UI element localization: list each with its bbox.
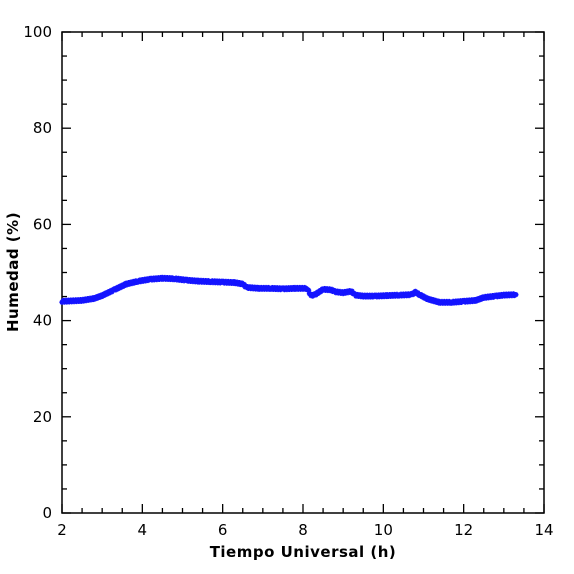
x-tick-label: 2 [57, 521, 67, 539]
y-tick-label: 0 [42, 504, 52, 522]
plot-frame [61, 31, 545, 514]
y-tick-label: 100 [23, 23, 52, 41]
data-point [513, 292, 519, 298]
x-tick-label: 4 [138, 521, 148, 539]
tick-labels: 2 4 6 8 10 12 14 0 20 40 60 80 100 [23, 23, 553, 539]
x-tick-label: 14 [534, 521, 553, 539]
y-tick-label: 60 [33, 215, 52, 233]
axis-ticks [61, 31, 545, 514]
x-tick-label: 6 [218, 521, 228, 539]
y-tick-label: 20 [33, 408, 52, 426]
y-tick-label: 80 [33, 119, 52, 137]
data-points [59, 274, 519, 306]
y-tick-label: 40 [33, 312, 52, 330]
x-tick-label: 12 [454, 521, 473, 539]
x-axis-title: Tiempo Universal (h) [210, 543, 397, 561]
x-tick-label: 10 [374, 521, 393, 539]
y-axis-title: Humedad (%) [4, 212, 22, 332]
x-tick-label: 8 [298, 521, 308, 539]
